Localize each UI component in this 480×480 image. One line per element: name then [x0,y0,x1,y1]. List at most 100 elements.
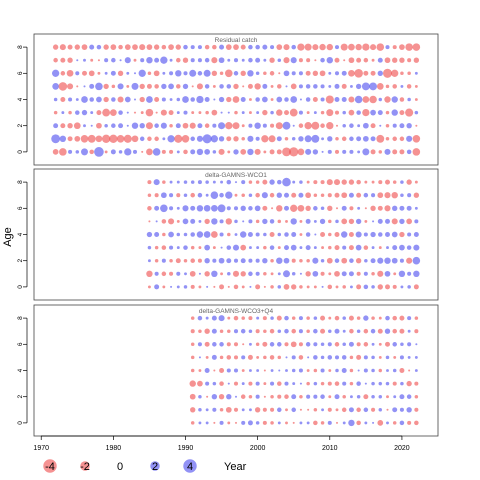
positive-residual-bubble [362,122,369,129]
positive-residual-bubble [169,58,173,62]
positive-residual-bubble [262,123,267,128]
positive-residual-bubble [320,206,325,211]
positive-residual-bubble [248,193,253,197]
negative-residual-bubble [277,381,282,386]
negative-residual-bubble [213,369,216,372]
positive-residual-bubble [342,149,347,154]
negative-residual-bubble [277,355,282,360]
negative-residual-bubble [255,192,260,198]
positive-residual-bubble [299,382,302,385]
positive-residual-bubble [313,355,318,360]
negative-residual-bubble [270,285,274,289]
positive-residual-bubble [355,231,362,238]
negative-residual-bubble [370,44,377,51]
negative-residual-bubble [326,257,333,264]
negative-residual-bubble [248,180,253,184]
positive-residual-bubble [205,180,209,184]
positive-residual-bubble [248,44,253,50]
positive-residual-bubble [277,232,282,237]
positive-residual-bubble [348,341,354,347]
positive-residual-bubble [204,244,211,251]
negative-residual-bubble [320,271,325,276]
negative-residual-bubble [191,111,195,115]
negative-residual-bubble [413,192,420,198]
negative-residual-bubble [377,328,383,334]
negative-residual-bubble [219,71,224,76]
positive-residual-bubble [255,421,260,425]
positive-residual-bubble [291,272,296,276]
negative-residual-bubble [415,124,418,127]
positive-residual-bubble [413,270,420,277]
positive-residual-bubble [377,57,383,63]
negative-residual-bubble [335,137,339,141]
positive-residual-bubble [198,272,201,275]
negative-residual-bubble [341,257,348,264]
positive-residual-bubble [169,206,174,211]
negative-residual-bubble [371,272,375,276]
positive-residual-bubble [96,44,102,50]
positive-residual-bubble [248,329,253,333]
negative-residual-bubble [406,380,412,387]
positive-residual-bubble [212,123,217,128]
positive-residual-bubble [198,421,202,425]
positive-residual-bubble [110,70,116,76]
negative-residual-bubble [198,111,202,115]
positive-residual-bubble [377,257,384,264]
positive-residual-bubble [407,329,411,333]
positive-residual-bubble [241,355,246,360]
positive-residual-bubble [175,70,182,77]
negative-residual-bubble [392,328,397,334]
x-tick-label: 2020 [394,445,410,452]
positive-residual-bubble [104,123,108,128]
negative-residual-bubble [269,149,275,155]
positive-residual-bubble [299,98,302,101]
positive-residual-bubble [378,394,383,399]
negative-residual-bubble [189,393,196,400]
positive-residual-bubble [218,57,225,64]
positive-residual-bubble [342,421,346,425]
negative-residual-bubble [341,192,348,199]
positive-residual-bubble [249,285,252,288]
negative-residual-bubble [204,123,210,128]
positive-residual-bubble [89,97,94,102]
positive-residual-bubble [321,150,324,153]
negative-residual-bubble [376,43,385,51]
negative-residual-bubble [341,179,347,185]
negative-residual-bubble [242,85,245,88]
negative-residual-bubble [248,316,253,321]
positive-residual-bubble [335,219,339,224]
positive-residual-bubble [334,45,340,50]
negative-residual-bubble [263,71,267,76]
negative-residual-bubble [406,84,412,89]
negative-residual-bubble [146,148,153,156]
negative-residual-bubble [211,109,218,116]
negative-residual-bubble [371,407,376,412]
negative-residual-bubble [313,285,317,289]
negative-residual-bubble [299,285,303,289]
negative-residual-bubble [348,96,355,103]
negative-residual-bubble [334,342,340,347]
positive-residual-bubble [240,231,247,238]
negative-residual-bubble [197,258,202,263]
positive-residual-bubble [132,149,138,154]
panel-1: Residual catch 0 2 4 6 8 [17,33,439,166]
negative-residual-bubble [169,123,173,128]
positive-residual-bubble [211,218,218,225]
positive-residual-bubble [61,111,65,115]
negative-residual-bubble [377,192,384,199]
positive-residual-bubble [183,285,188,289]
negative-residual-bubble [225,218,232,225]
positive-residual-bubble [234,395,238,398]
positive-residual-bubble [372,220,375,223]
legend-bubble [150,461,160,471]
negative-residual-bubble [305,271,311,277]
negative-residual-bubble [334,232,340,237]
positive-residual-bubble [378,381,383,386]
negative-residual-bubble [363,245,369,250]
positive-residual-bubble [385,45,390,50]
negative-residual-bubble [269,355,275,360]
negative-residual-bubble [325,95,334,104]
negative-residual-bubble [147,136,152,142]
positive-residual-bubble [391,231,398,238]
negative-residual-bubble [255,180,260,184]
